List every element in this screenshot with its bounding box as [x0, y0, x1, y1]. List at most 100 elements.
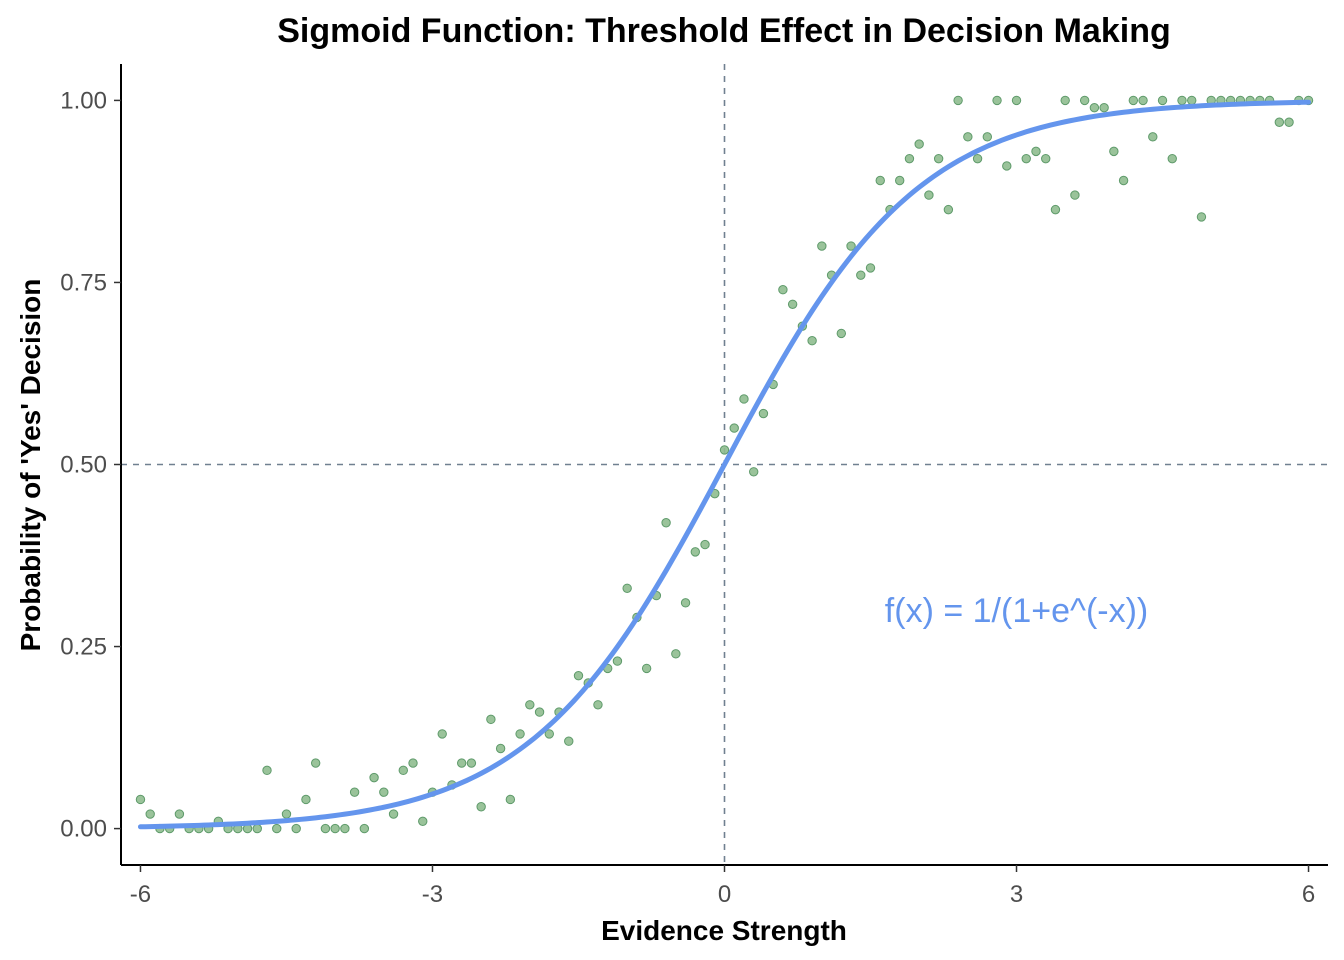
data-point: [437, 729, 447, 739]
data-point: [875, 175, 885, 186]
data-point: [739, 394, 749, 404]
data-point: [846, 241, 856, 251]
data-point: [505, 794, 516, 805]
data-point: [661, 518, 671, 528]
x-axis-title: Evidence Strength: [601, 915, 847, 946]
data-point: [749, 467, 759, 477]
y-tick-label: 0.25: [60, 634, 107, 661]
data-point: [466, 758, 477, 768]
data-point: [982, 132, 993, 142]
data-point: [340, 823, 350, 834]
data-point: [262, 765, 272, 776]
data-point: [1031, 146, 1041, 157]
data-point: [252, 823, 262, 834]
data-point: [972, 153, 983, 164]
data-point: [865, 263, 876, 273]
data-point: [671, 649, 681, 659]
data-point: [388, 809, 399, 819]
data-point: [408, 758, 418, 768]
plot-area: f(x) = 1/(1+e^(-x)): [121, 64, 1328, 865]
data-point: [1002, 161, 1012, 171]
data-point: [593, 700, 603, 710]
data-point: [1109, 146, 1119, 157]
data-point: [807, 336, 817, 346]
data-point: [817, 241, 827, 251]
data-point: [330, 823, 340, 834]
data-point: [1011, 95, 1022, 106]
data-point: [281, 809, 292, 819]
x-tick-label: -3: [422, 881, 443, 908]
data-point: [349, 787, 360, 797]
data-point: [1099, 102, 1109, 113]
data-point: [758, 408, 769, 419]
data-point: [174, 809, 185, 819]
data-point: [564, 736, 574, 746]
data-point: [719, 445, 730, 455]
data-point: [787, 299, 798, 309]
data-point: [1167, 153, 1177, 164]
data-point: [291, 823, 301, 834]
data-point: [963, 132, 973, 142]
data-point: [1079, 95, 1090, 106]
y-axis-ticks: 0.00 0.25 0.50 0.75 1.00: [60, 87, 121, 843]
data-point: [456, 758, 467, 768]
data-point: [729, 423, 739, 433]
data-point: [680, 598, 691, 608]
data-point: [612, 656, 623, 666]
data-point: [145, 809, 155, 819]
data-point: [310, 758, 321, 768]
data-point: [1021, 153, 1031, 164]
data-point: [359, 823, 370, 834]
data-point: [700, 539, 710, 550]
x-tick-label: 6: [1302, 881, 1315, 908]
data-point: [398, 765, 408, 776]
data-point: [301, 794, 311, 805]
data-point: [1284, 117, 1294, 127]
data-point: [1041, 153, 1051, 164]
y-tick-label: 0.00: [60, 816, 107, 843]
data-point: [992, 95, 1002, 106]
data-point: [1196, 212, 1207, 222]
formula-annotation: f(x) = 1/(1+e^(-x)): [885, 592, 1148, 630]
data-point: [135, 794, 146, 805]
data-point: [320, 823, 331, 834]
data-point: [1118, 175, 1129, 186]
data-point: [641, 663, 652, 674]
data-point: [495, 743, 506, 754]
data-point: [544, 729, 554, 739]
x-axis-ticks: -6 -3 0 3 6: [130, 865, 1315, 908]
sigmoid-curve: [137, 99, 1312, 830]
x-tick-label: 3: [1010, 881, 1023, 908]
data-point: [943, 204, 954, 215]
data-point: [1138, 95, 1148, 106]
data-point: [525, 700, 535, 710]
data-point: [904, 153, 915, 164]
data-point: [1157, 95, 1168, 106]
chart-title: Sigmoid Function: Threshold Effect in De…: [277, 12, 1170, 50]
data-point: [369, 772, 379, 783]
data-point: [476, 802, 486, 812]
data-point: [1070, 190, 1080, 200]
y-axis-title: Probability of 'Yes' Decision: [15, 279, 46, 652]
data-point: [953, 95, 963, 106]
data-point: [622, 583, 632, 593]
data-point: [1187, 95, 1197, 106]
y-tick-label: 0.50: [60, 452, 107, 479]
data-point: [379, 787, 389, 797]
data-point: [1148, 132, 1158, 142]
x-tick-label: -6: [130, 881, 151, 908]
data-point: [1050, 204, 1061, 215]
data-point: [1060, 95, 1070, 106]
data-point: [933, 153, 944, 164]
y-tick-label: 0.75: [60, 269, 107, 296]
data-point: [486, 714, 496, 725]
x-tick-label: 0: [718, 881, 731, 908]
data-point: [1128, 95, 1139, 106]
data-point: [914, 139, 924, 149]
y-tick-label: 1.00: [60, 87, 107, 114]
data-point: [690, 547, 700, 557]
data-point: [515, 729, 525, 739]
data-point: [856, 270, 866, 280]
data-point: [1089, 102, 1100, 113]
